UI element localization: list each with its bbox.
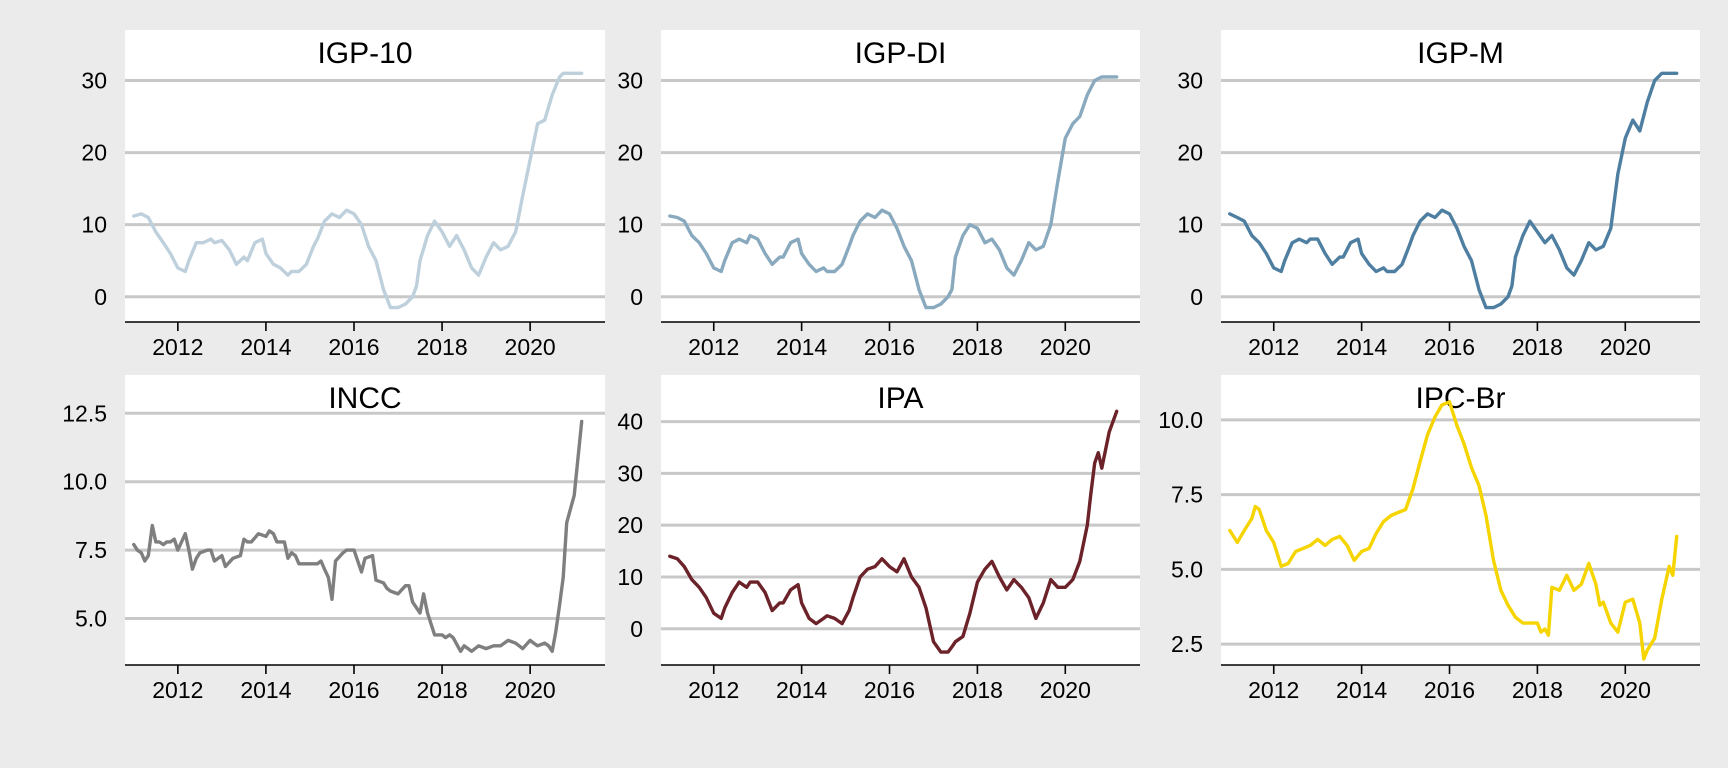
x-tick-label: 2014 (240, 677, 291, 703)
y-tick-label: 12.5 (62, 400, 107, 426)
panel-title: IGP-M (1417, 37, 1504, 70)
y-tick-label: 10 (1177, 212, 1203, 238)
x-tick-label: 2016 (1424, 677, 1475, 703)
y-tick-label: 0 (94, 284, 107, 310)
y-tick-label: 0 (1190, 284, 1203, 310)
plot-background (661, 30, 1140, 322)
series-line (132, 419, 584, 653)
y-tick-label: 5.0 (75, 605, 107, 631)
chart-panel-2: 0 10 20 30 IGP-DI 2012 2014 2016 2018 2020 (617, 30, 1140, 360)
series-line (1228, 400, 1679, 661)
panel-title: IPA (877, 382, 923, 415)
chart-panel-5: 0 10 20 30 40 IPA 2012 2014 2016 2018 2020 (617, 375, 1140, 703)
y-tick-label: 0 (630, 284, 643, 310)
y-tick-label: 30 (1177, 67, 1203, 93)
y-tick-label: 7.5 (75, 537, 107, 563)
y-tick-label: 0 (630, 616, 643, 642)
x-tick-label: 2018 (952, 677, 1003, 703)
x-tick-label: 2012 (688, 334, 739, 360)
x-tick-label: 2014 (1336, 334, 1387, 360)
x-tick-label: 2012 (152, 334, 203, 360)
chart-panel-4: 5.0 7.5 10.0 12.5 INCC 2012 2014 2016 2018 2020 (62, 375, 605, 703)
x-tick-label: 2016 (328, 677, 379, 703)
x-tick-label: 2014 (776, 677, 827, 703)
y-tick-label: 20 (617, 512, 643, 538)
x-tick-label: 2016 (1424, 334, 1475, 360)
y-tick-label: 30 (617, 460, 643, 486)
chart-panel-1: 0 10 20 30 IGP-10 2012 2014 2016 2018 2020 (81, 30, 605, 360)
y-tick-label: 7.5 (1171, 482, 1203, 508)
y-tick-label: 40 (617, 409, 643, 435)
y-tick-label: 20 (617, 140, 643, 166)
y-tick-label: 20 (1177, 140, 1203, 166)
series-line (668, 409, 1119, 654)
y-tick-label: 10 (617, 212, 643, 238)
x-tick-label: 2018 (1512, 677, 1563, 703)
x-tick-label: 2018 (416, 334, 467, 360)
chart-panel-3: 0 10 20 30 IGP-M 2012 2014 2016 2018 2020 (1177, 30, 1700, 360)
x-tick-label: 2020 (1600, 334, 1651, 360)
x-tick-label: 2012 (1248, 677, 1299, 703)
panel-title: IGP-10 (317, 37, 412, 70)
x-tick-label: 2018 (416, 677, 467, 703)
x-tick-label: 2016 (864, 334, 915, 360)
plot-background (1221, 30, 1700, 322)
x-tick-label: 2020 (1040, 677, 1091, 703)
x-tick-label: 2014 (1336, 677, 1387, 703)
series-line (1228, 71, 1679, 310)
x-tick-label: 2018 (952, 334, 1003, 360)
y-tick-label: 2.5 (1171, 631, 1203, 657)
panel-title: IGP-DI (855, 37, 947, 70)
x-tick-label: 2018 (1512, 334, 1563, 360)
y-tick-label: 5.0 (1171, 556, 1203, 582)
x-tick-label: 2012 (1248, 334, 1299, 360)
y-tick-label: 10.0 (1158, 407, 1203, 433)
y-tick-label: 20 (81, 140, 107, 166)
plot-background (125, 375, 605, 665)
plot-background (125, 30, 605, 322)
panel-title: INCC (328, 382, 401, 415)
series-line (132, 71, 584, 310)
y-tick-label: 10 (617, 564, 643, 590)
x-tick-label: 2014 (776, 334, 827, 360)
x-tick-label: 2012 (152, 677, 203, 703)
x-tick-label: 2016 (328, 334, 379, 360)
x-tick-label: 2014 (240, 334, 291, 360)
panel-title: IPC-Br (1416, 382, 1506, 415)
plot-background (661, 375, 1140, 665)
y-tick-label: 30 (617, 67, 643, 93)
x-tick-label: 2020 (1600, 677, 1651, 703)
y-tick-label: 30 (81, 67, 107, 93)
x-tick-label: 2016 (864, 677, 915, 703)
chart-panel-6: 2.5 5.0 7.5 10.0 IPC-Br 2012 2014 2016 2018 2020 (1158, 375, 1700, 703)
x-tick-label: 2020 (1040, 334, 1091, 360)
y-tick-label: 10 (81, 212, 107, 238)
x-tick-label: 2012 (688, 677, 739, 703)
x-tick-label: 2020 (505, 334, 556, 360)
x-tick-label: 2020 (505, 677, 556, 703)
y-tick-label: 10.0 (62, 469, 107, 495)
series-line (668, 75, 1119, 310)
